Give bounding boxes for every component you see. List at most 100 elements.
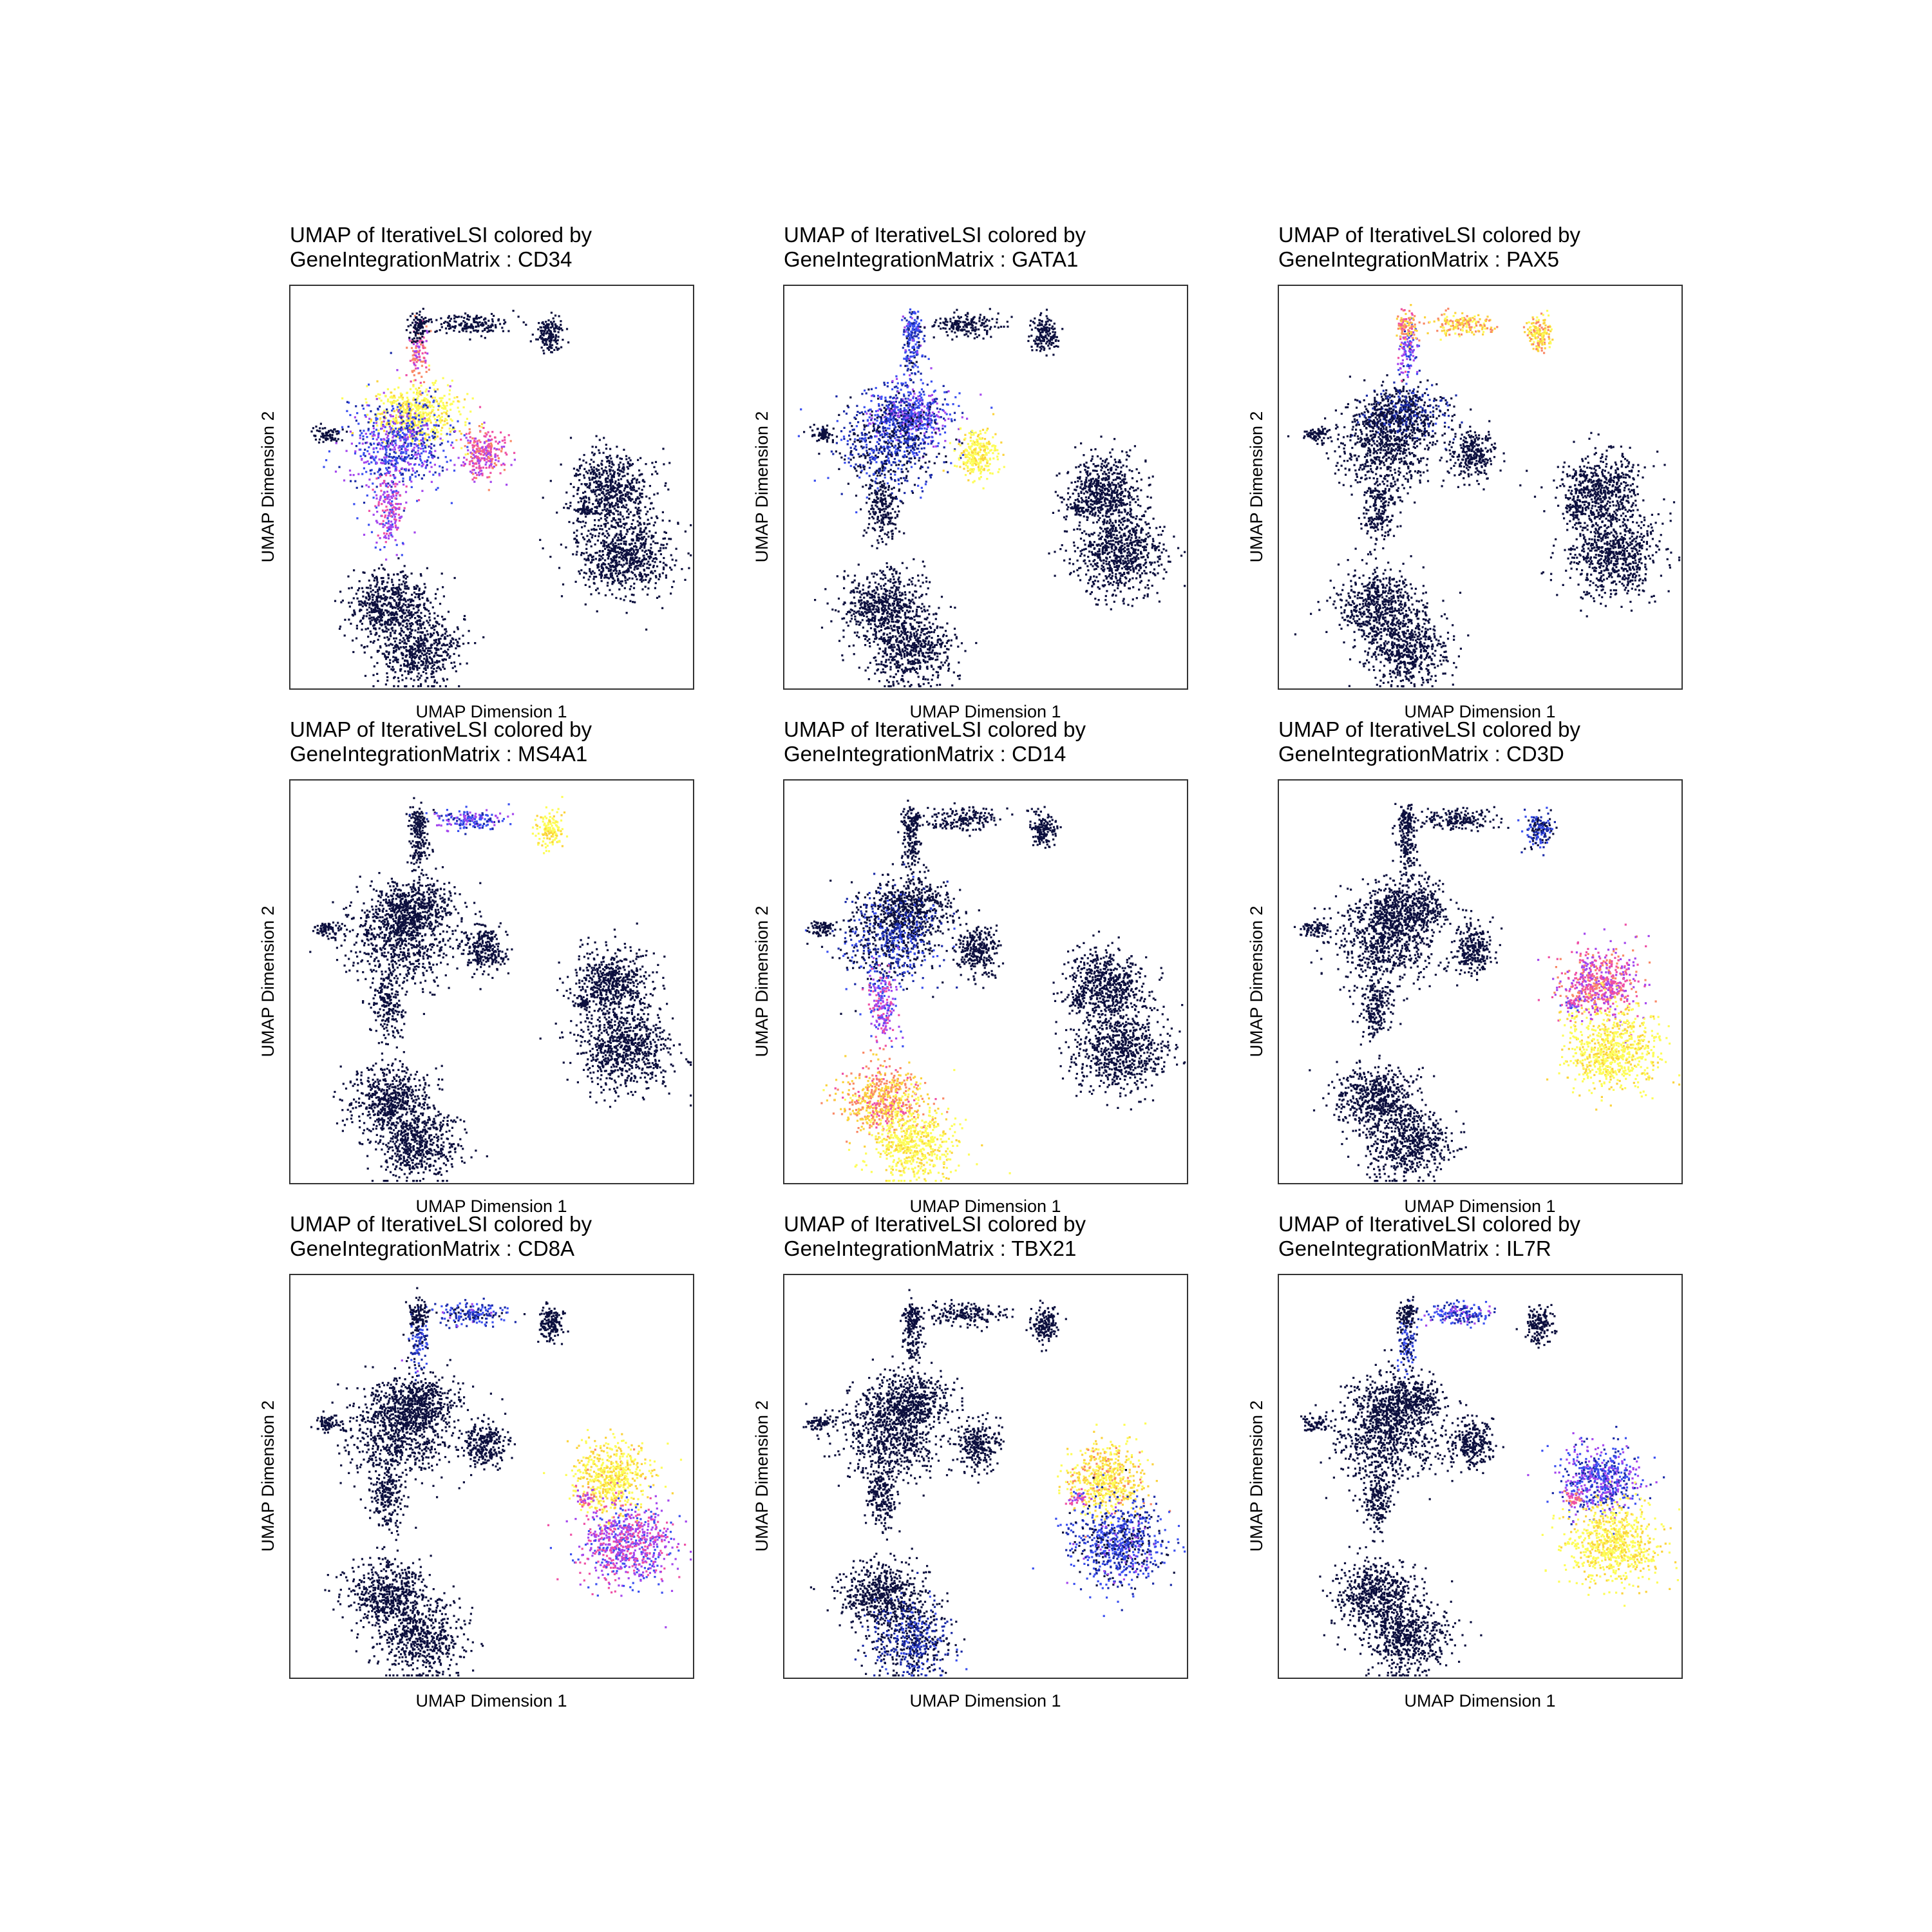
- cell-point: [635, 565, 637, 567]
- cell-point: [446, 332, 448, 334]
- cell-point: [381, 515, 383, 517]
- cell-point: [377, 451, 379, 453]
- cell-point: [617, 469, 619, 471]
- cell-point: [446, 419, 448, 421]
- cell-point: [417, 325, 419, 327]
- cell-point: [426, 677, 428, 679]
- cell-point: [426, 640, 428, 642]
- cell-point: [431, 481, 433, 483]
- cell-point: [381, 581, 383, 583]
- cell-point: [452, 667, 454, 669]
- cell-point: [467, 439, 469, 441]
- cell-point: [634, 569, 636, 571]
- cell-point: [442, 663, 444, 665]
- cell-point: [396, 403, 398, 405]
- cell-point: [606, 516, 608, 518]
- cell-point: [632, 594, 634, 596]
- cell-point: [484, 329, 486, 331]
- cell-point: [650, 571, 652, 573]
- cell-point: [396, 661, 398, 663]
- cell-point: [607, 557, 609, 559]
- cell-point: [442, 677, 444, 679]
- cell-point: [618, 513, 620, 515]
- cell-point: [401, 679, 403, 681]
- cell-point: [410, 332, 412, 334]
- cell-point: [469, 331, 471, 333]
- cell-point: [372, 482, 374, 484]
- cell-point: [597, 489, 599, 491]
- cell-point: [406, 606, 408, 608]
- cell-point: [368, 404, 370, 406]
- cell-point: [435, 640, 437, 642]
- cell-point: [600, 555, 602, 557]
- cell-point: [602, 540, 604, 542]
- cell-point: [416, 454, 418, 456]
- cell-point: [458, 411, 460, 413]
- cell-point: [514, 459, 516, 460]
- cell-point: [406, 486, 408, 488]
- cell-point: [602, 545, 604, 547]
- cell-point: [413, 392, 415, 393]
- cell-point: [476, 315, 478, 317]
- cell-point: [435, 399, 437, 401]
- cell-point: [411, 347, 413, 349]
- cell-point: [639, 564, 641, 565]
- cell-point: [354, 613, 356, 615]
- cell-point: [549, 343, 551, 345]
- cell-point: [384, 515, 386, 516]
- cell-point: [408, 337, 410, 339]
- cell-point: [639, 493, 641, 495]
- cell-point: [489, 446, 491, 448]
- cell-point: [620, 511, 621, 513]
- cell-point: [497, 319, 499, 321]
- cell-point: [611, 463, 613, 465]
- cell-point: [634, 542, 636, 544]
- cell-point: [417, 611, 419, 613]
- cell-point: [378, 612, 380, 614]
- cell-point: [486, 467, 488, 469]
- cell-point: [643, 486, 645, 488]
- cell-point: [421, 341, 423, 343]
- cell-point: [402, 473, 404, 475]
- cell-point: [361, 587, 363, 589]
- cell-point: [413, 331, 415, 333]
- cell-point: [636, 478, 638, 480]
- cell-point: [665, 576, 667, 578]
- cell-point: [397, 434, 399, 436]
- cell-point: [420, 439, 422, 441]
- cell-point: [353, 503, 355, 505]
- cell-point: [390, 529, 392, 531]
- cell-point: [356, 412, 358, 414]
- cell-point: [423, 381, 425, 383]
- cell-point: [418, 464, 420, 466]
- cell-point: [480, 316, 482, 318]
- cell-point: [408, 431, 410, 433]
- cell-point: [421, 664, 422, 666]
- cell-point: [440, 638, 442, 639]
- cell-point: [384, 509, 386, 511]
- cell-point: [368, 611, 370, 613]
- cell-point: [477, 459, 479, 460]
- cell-point: [393, 623, 395, 625]
- cell-point: [462, 643, 464, 645]
- cell-point: [315, 439, 317, 440]
- cell-point: [492, 330, 494, 332]
- cell-point: [436, 660, 438, 662]
- cell-point: [439, 444, 441, 446]
- cell-point: [424, 445, 426, 447]
- cell-point: [443, 644, 445, 646]
- cell-point: [406, 625, 408, 627]
- cell-point: [611, 542, 612, 544]
- cell-point: [374, 577, 375, 579]
- cell-point: [363, 462, 365, 464]
- cell-point: [652, 507, 654, 509]
- cell-point: [642, 565, 644, 567]
- cell-point: [449, 324, 451, 326]
- cell-point: [397, 608, 399, 610]
- cell-point: [425, 647, 427, 649]
- cell-point: [411, 671, 413, 673]
- cell-point: [392, 507, 393, 509]
- cell-point: [444, 638, 446, 639]
- cell-point: [408, 587, 410, 589]
- cell-point: [360, 455, 362, 457]
